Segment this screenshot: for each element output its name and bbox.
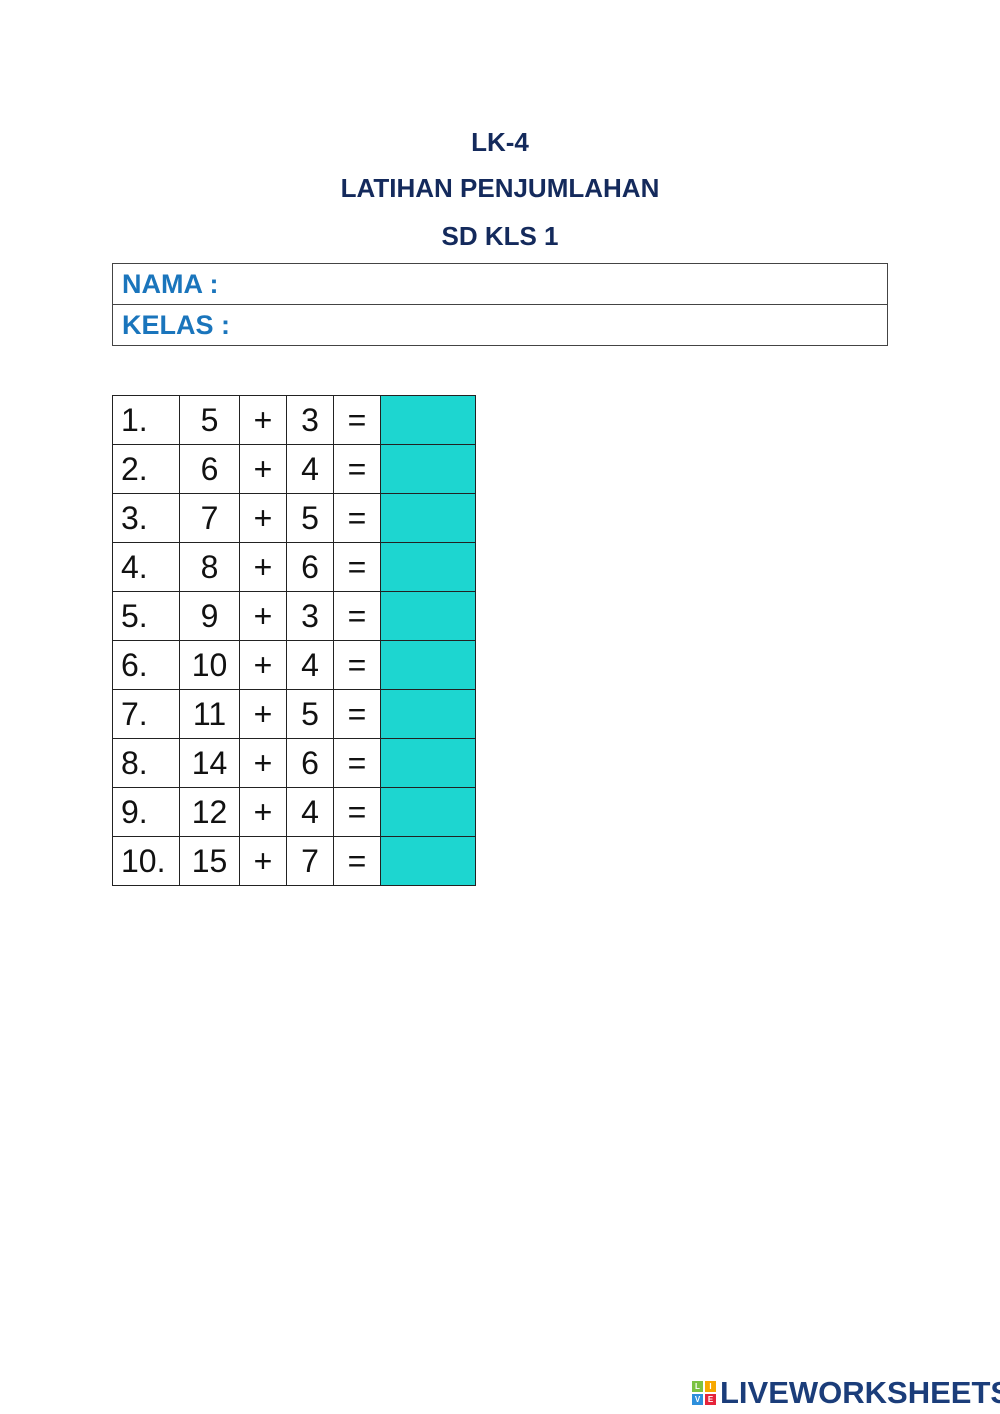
equals-sign: = [333,444,381,494]
answer-cell[interactable] [380,493,476,543]
addend-a: 15 [179,836,240,886]
addend-a: 6 [179,444,240,494]
addend-a: 8 [179,542,240,592]
logo-text: LIVEWORKSHEETS [720,1375,1000,1410]
equals-sign: = [333,787,381,837]
addend-a: 11 [179,689,240,739]
answer-input[interactable] [381,690,475,738]
plus-sign: + [239,738,287,788]
addend-a: 5 [179,395,240,445]
answer-input[interactable] [381,396,475,444]
exercise-number: 5. [112,591,180,641]
answer-input[interactable] [381,641,475,689]
addend-b: 4 [286,444,334,494]
nama-label: NAMA : [112,263,888,305]
addend-a: 14 [179,738,240,788]
answer-cell[interactable] [380,689,476,739]
answer-cell[interactable] [380,787,476,837]
answer-cell[interactable] [380,640,476,690]
addend-b: 5 [286,689,334,739]
exercise-number: 1. [112,395,180,445]
exercise-number: 6. [112,640,180,690]
exercise-number: 7. [112,689,180,739]
exercise-row: 5. 9 +3 = [112,591,476,641]
exercise-number: 2. [112,444,180,494]
answer-input[interactable] [381,445,475,493]
exercise-row: 3. 7 +5 = [112,493,476,543]
exercise-row: 8. 14 +6 = [112,738,476,788]
addend-b: 3 [286,395,334,445]
plus-sign: + [239,640,287,690]
answer-cell[interactable] [380,444,476,494]
worksheet-code: LK-4 [471,127,529,157]
plus-sign: + [239,493,287,543]
addend-b: 3 [286,591,334,641]
exercise-number: 4. [112,542,180,592]
answer-cell[interactable] [380,395,476,445]
exercise-row: 9. 12 +4 = [112,787,476,837]
addend-a: 7 [179,493,240,543]
answer-input[interactable] [381,543,475,591]
exercise-number: 8. [112,738,180,788]
answer-cell[interactable] [380,542,476,592]
addend-b: 6 [286,738,334,788]
exercise-number: 9. [112,787,180,837]
plus-sign: + [239,444,287,494]
addend-a: 10 [179,640,240,690]
answer-input[interactable] [381,837,475,885]
exercise-row: 2. 6 +4 = [112,444,476,494]
equals-sign: = [333,836,381,886]
equals-sign: = [333,395,381,445]
equals-sign: = [333,738,381,788]
addend-b: 7 [286,836,334,886]
exercise-table: 1. 5 +3 = 2. 6 +4 = 3. 7 +5 = 4. 8 +6 = 5. 9 +3 = 6. 10 +4 = 7. 1… [112,395,476,886]
exercise-number: 3. [112,493,180,543]
exercise-row: 7. 11 +5 = [112,689,476,739]
plus-sign: + [239,542,287,592]
exercise-row: 10. 15 +7 = [112,836,476,886]
student-info-table: NAMA : KELAS : [112,263,888,346]
exercise-row: 1. 5 +3 = [112,395,476,445]
addend-b: 6 [286,542,334,592]
plus-sign: + [239,836,287,886]
equals-sign: = [333,542,381,592]
answer-cell[interactable] [380,836,476,886]
plus-sign: + [239,787,287,837]
kelas-label: KELAS : [112,304,888,346]
exercise-row: 4. 8 +6 = [112,542,476,592]
equals-sign: = [333,493,381,543]
answer-cell[interactable] [380,738,476,788]
addend-a: 12 [179,787,240,837]
addend-a: 9 [179,591,240,641]
equals-sign: = [333,591,381,641]
answer-input[interactable] [381,788,475,836]
worksheet-grade: SD KLS 1 [441,221,559,251]
answer-input[interactable] [381,592,475,640]
answer-input[interactable] [381,739,475,787]
plus-sign: + [239,591,287,641]
equals-sign: = [333,640,381,690]
exercise-row: 6. 10 +4 = [112,640,476,690]
addend-b: 4 [286,787,334,837]
addend-b: 5 [286,493,334,543]
plus-sign: + [239,689,287,739]
answer-cell[interactable] [380,591,476,641]
worksheet-title: LATIHAN PENJUMLAHAN [340,173,660,203]
plus-sign: + [239,395,287,445]
addend-b: 4 [286,640,334,690]
equals-sign: = [333,689,381,739]
answer-input[interactable] [381,494,475,542]
exercise-number: 10. [112,836,180,886]
